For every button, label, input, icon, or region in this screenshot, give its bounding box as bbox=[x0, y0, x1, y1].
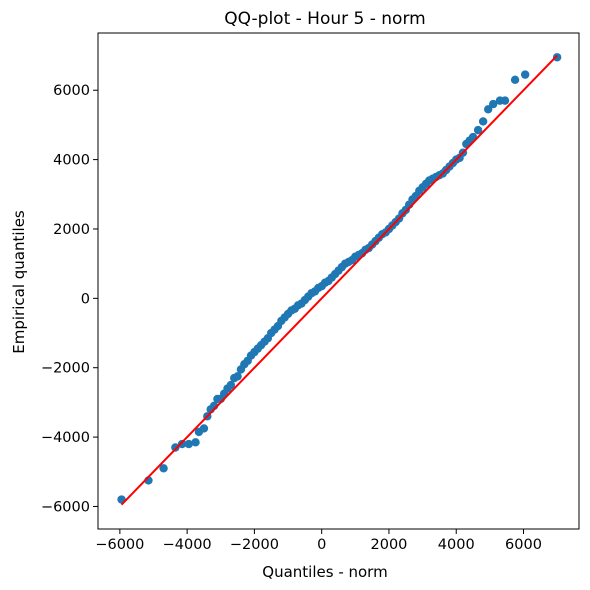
data-point bbox=[191, 438, 200, 447]
y-tick-label: 2000 bbox=[53, 222, 90, 238]
data-point bbox=[171, 443, 180, 452]
data-point bbox=[226, 380, 236, 390]
x-tick-label: 0 bbox=[317, 537, 326, 553]
x-tick-label: −6000 bbox=[95, 537, 144, 553]
data-point bbox=[500, 96, 510, 105]
data-point bbox=[473, 125, 483, 135]
plot-frame bbox=[97, 32, 580, 530]
data-point bbox=[159, 464, 168, 473]
data-point bbox=[177, 439, 187, 449]
x-tick-label: 2000 bbox=[371, 537, 408, 553]
data-point bbox=[199, 424, 209, 433]
y-tick-label: 0 bbox=[81, 291, 90, 307]
data-point bbox=[478, 117, 488, 126]
data-point bbox=[489, 99, 498, 109]
data-point bbox=[510, 75, 520, 85]
x-tick-label: 6000 bbox=[505, 537, 542, 553]
reference-line bbox=[120, 54, 558, 506]
data-point bbox=[520, 70, 530, 79]
x-tick-label: −4000 bbox=[163, 537, 212, 553]
y-tick-label: −2000 bbox=[41, 361, 90, 377]
x-tick-label: 4000 bbox=[438, 537, 475, 553]
data-point bbox=[184, 439, 194, 449]
y-tick-label: 4000 bbox=[53, 153, 90, 169]
data-point bbox=[483, 105, 493, 114]
data-point bbox=[233, 372, 242, 381]
y-tick-label: −4000 bbox=[41, 430, 90, 446]
axis-ticks: −6000 −4000 −2000 0 2000 4000 6000 −6000 −4000 −2… bbox=[41, 83, 542, 553]
y-tick-label: 6000 bbox=[53, 83, 90, 99]
y-tick-label: −6000 bbox=[41, 499, 90, 515]
x-tick-label: −2000 bbox=[230, 537, 279, 553]
x-axis-label: Quantiles - norm bbox=[262, 563, 387, 581]
chart-title: QQ-plot - Hour 5 - norm bbox=[224, 9, 425, 29]
y-axis-label: Empirical quantiles bbox=[10, 210, 28, 354]
data-point bbox=[552, 53, 562, 62]
